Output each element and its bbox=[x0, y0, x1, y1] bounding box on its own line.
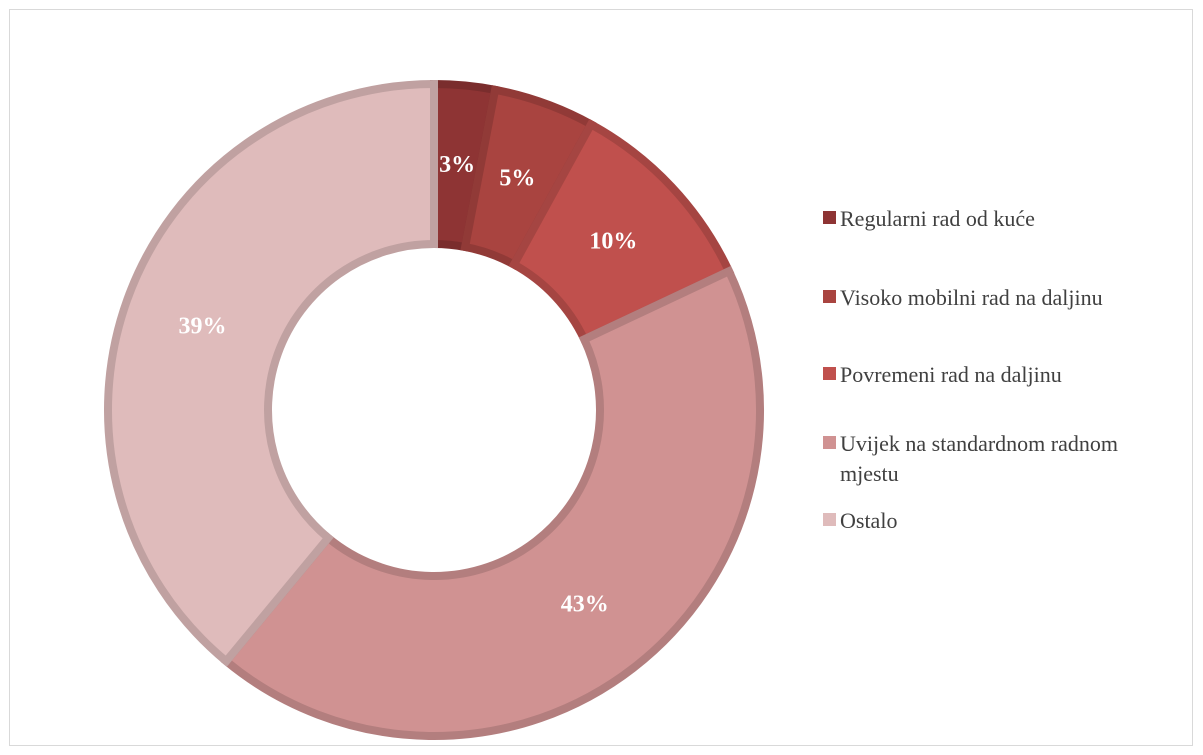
legend-label: Uvijek na standardnom radnom mjestu bbox=[840, 431, 1118, 486]
legend-label: Ostalo bbox=[840, 508, 898, 533]
slice-data-label: 39% bbox=[179, 314, 227, 340]
legend-swatch bbox=[823, 290, 836, 303]
slice-data-label: 3% bbox=[439, 152, 475, 178]
donut-slice bbox=[220, 265, 764, 740]
slice-data-label: 10% bbox=[589, 229, 637, 255]
legend-swatch bbox=[823, 211, 836, 224]
legend-item-uvijek: Uvijek na standardnom radnom mjestu bbox=[823, 429, 1180, 489]
legend-swatch bbox=[823, 436, 836, 449]
donut-slice bbox=[104, 79, 438, 667]
legend-item-ostalo: Ostalo bbox=[823, 506, 1180, 536]
slice-data-label: 5% bbox=[499, 166, 535, 192]
legend-swatch bbox=[823, 367, 836, 380]
legend-label: Regularni rad od kuće bbox=[840, 206, 1035, 231]
legend-label: Visoko mobilni rad na daljinu bbox=[840, 285, 1103, 310]
legend-item-povremeni: Povremeni rad na daljinu bbox=[823, 360, 1180, 390]
legend-item-regularni: Regularni rad od kuće bbox=[823, 204, 1180, 234]
legend-item-visoko-mobilni: Visoko mobilni rad na daljinu bbox=[823, 283, 1180, 313]
legend-swatch bbox=[823, 513, 836, 526]
slice-data-label: 43% bbox=[561, 591, 609, 617]
legend-label: Povremeni rad na daljinu bbox=[840, 362, 1062, 387]
